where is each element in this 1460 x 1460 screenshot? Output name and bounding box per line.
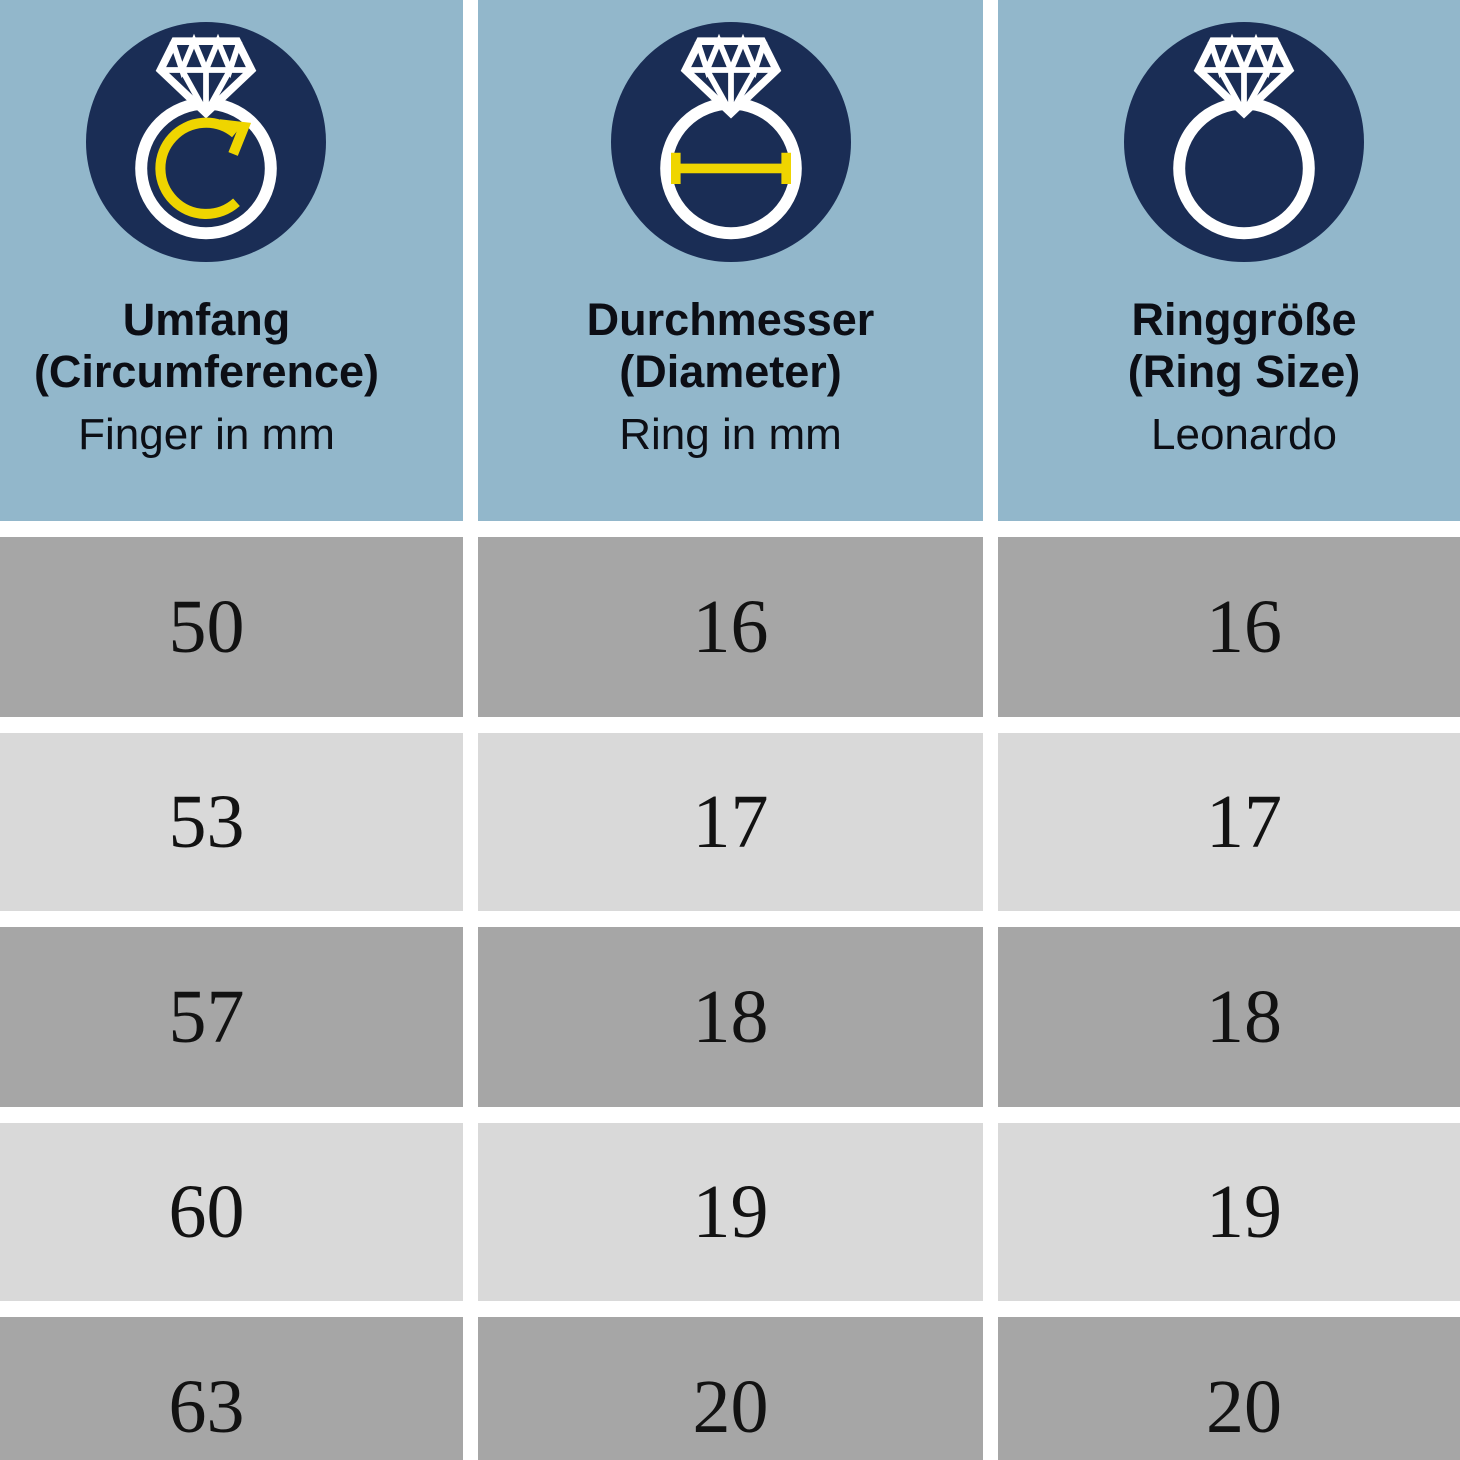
column-header-circumference: Umfang (Circumference) Finger in mm (0, 0, 463, 521)
cell-value: 20 (692, 1365, 769, 1449)
ring-diameter-line-icon (610, 22, 851, 262)
table-cell: 53 (0, 733, 463, 911)
table-cell: 57 (0, 927, 463, 1107)
column-header-ring-size: Ringgröße (Ring Size) Leonardo (998, 0, 1460, 521)
table-cell: 18 (998, 927, 1460, 1107)
column-title-de: Ringgröße (1131, 294, 1357, 345)
column-title-de: Umfang (122, 294, 291, 345)
cell-value: 20 (1206, 1365, 1282, 1449)
column-title-de: Durchmesser (586, 294, 875, 345)
column-title-en: (Diameter) (619, 346, 842, 397)
cell-value: 17 (692, 780, 769, 864)
cell-value: 18 (692, 975, 769, 1059)
column-subtitle: Leonardo (1151, 410, 1337, 459)
cell-value: 17 (1206, 780, 1282, 864)
column-subtitle: Ring in mm (619, 410, 842, 459)
column-subtitle: Finger in mm (78, 410, 335, 459)
cell-value: 57 (168, 975, 245, 1059)
ring-circumference-arrow-icon (86, 22, 327, 262)
cell-value: 18 (1206, 975, 1282, 1059)
column-title-en: (Circumference) (33, 346, 380, 397)
table-cell: 18 (478, 927, 983, 1107)
table-cell: 60 (0, 1123, 463, 1301)
cell-value: 63 (168, 1365, 245, 1449)
column-title: Durchmesser (Diameter) (587, 294, 875, 398)
table-cell: 63 (0, 1317, 463, 1460)
cell-value: 60 (168, 1170, 245, 1254)
cell-value: 50 (168, 585, 245, 669)
cell-value: 16 (692, 585, 769, 669)
cell-value: 19 (692, 1170, 769, 1254)
table-cell: 19 (998, 1123, 1460, 1301)
table-cell: 20 (998, 1317, 1460, 1460)
column-title-en: (Ring Size) (1127, 346, 1361, 397)
table-cell: 17 (478, 733, 983, 911)
table-cell: 16 (478, 537, 983, 717)
cell-value: 16 (1206, 585, 1282, 669)
diamond-ring-icon (1124, 22, 1364, 262)
cell-value: 19 (1206, 1170, 1282, 1254)
table-cell: 50 (0, 537, 463, 717)
cell-value: 53 (168, 780, 245, 864)
table-cell: 16 (998, 537, 1460, 717)
table-cell: 17 (998, 733, 1460, 911)
column-title: Ringgröße (Ring Size) (1128, 294, 1361, 398)
table-cell: 19 (478, 1123, 983, 1301)
table-cell: 20 (478, 1317, 983, 1460)
column-header-diameter: Durchmesser (Diameter) Ring in mm (478, 0, 983, 521)
column-title: Umfang (Circumference) (34, 294, 379, 398)
